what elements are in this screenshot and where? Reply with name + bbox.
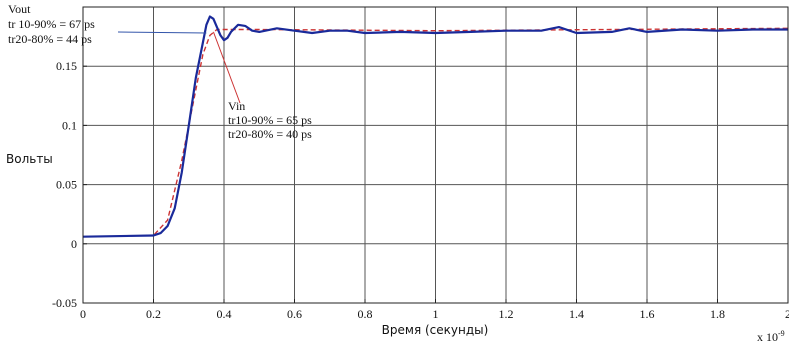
x-multiplier-base: x 10 xyxy=(757,330,778,344)
ticks: 0 0.2 0.4 0.6 0.8 1 1.2 1.4 1.6 1.8 2-0.0500.050.1… xyxy=(52,59,789,321)
x-tick-label: 1.8 xyxy=(710,307,725,321)
x-multiplier: x 10-9 xyxy=(757,329,785,344)
vin-label: Vin xyxy=(228,99,245,113)
y-axis-label: Вольты xyxy=(6,152,53,166)
annotation-vout: Vout tr 10-90% = 67 ps tr20-80% = 44 ps xyxy=(8,2,207,46)
series-layer xyxy=(82,15,789,238)
y-tick-label: 0 xyxy=(71,237,77,251)
x-tick-label: 0.8 xyxy=(358,307,373,321)
vin-tr-10-90: tr10-90% = 65 ps xyxy=(228,113,312,127)
annotation-vin: Vin tr10-90% = 65 ps tr20-80% = 40 ps xyxy=(212,31,312,141)
vout-tr-20-80: tr20-80% = 44 ps xyxy=(8,32,92,46)
x-tick-label: 1.4 xyxy=(569,307,584,321)
vout-leader-line xyxy=(117,31,207,34)
x-tick-label: 1 xyxy=(433,307,439,321)
x-tick-label: 0 xyxy=(80,307,86,321)
x-tick-label: 0.6 xyxy=(287,307,302,321)
y-tick-label: 0.05 xyxy=(56,178,77,192)
x-tick-label: 1.6 xyxy=(640,307,655,321)
x-axis-label: Время (секунды) xyxy=(382,323,489,337)
x-tick-label: 1.2 xyxy=(499,307,514,321)
y-tick-label: -0.05 xyxy=(52,296,77,310)
x-tick-label: 2 xyxy=(785,307,789,321)
vin-leader-line xyxy=(212,31,241,104)
vin-tr-20-80: tr20-80% = 40 ps xyxy=(228,127,312,141)
y-tick-label: 0.15 xyxy=(56,59,77,73)
x-multiplier-exponent: -9 xyxy=(778,329,785,338)
vout-line xyxy=(82,15,788,238)
vout-label: Vout xyxy=(8,2,31,16)
x-tick-label: 0.4 xyxy=(217,307,232,321)
vout-tr-10-90: tr 10-90% = 67 ps xyxy=(8,17,95,31)
y-tick-label: 0.1 xyxy=(62,118,77,132)
x-tick-label: 0.2 xyxy=(146,307,161,321)
